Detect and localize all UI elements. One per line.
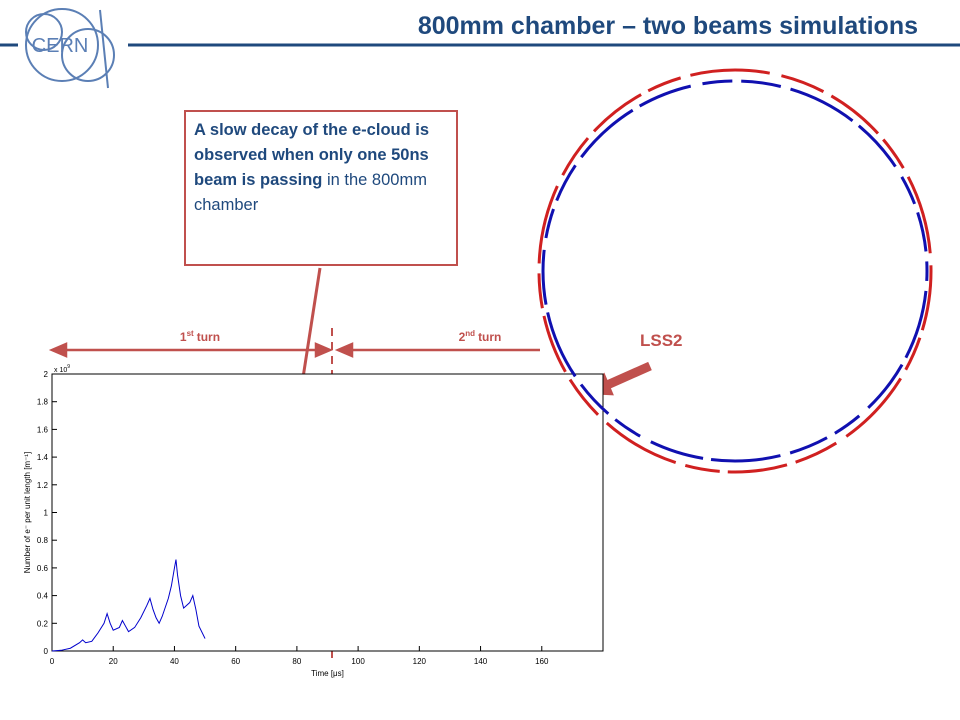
y-tick-label: 0 bbox=[44, 647, 49, 656]
data-line bbox=[51, 559, 206, 652]
turn-number: 1 bbox=[180, 330, 187, 344]
callout-bold: A slow decay of the e-cloud is observed … bbox=[194, 121, 430, 189]
callout-text: in the 800mm chamber bbox=[194, 171, 427, 214]
ring-red bbox=[537, 68, 933, 474]
y-tick-label: 1.8 bbox=[37, 398, 49, 407]
x-tick-label: 140 bbox=[474, 657, 488, 666]
x-tick-label: 20 bbox=[109, 657, 118, 666]
y-tick-label: 0.2 bbox=[37, 619, 49, 628]
y-tick-label: 0.8 bbox=[37, 536, 49, 545]
cern-logo bbox=[25, 8, 115, 89]
location-label: LSS2 bbox=[640, 331, 683, 350]
multiplier-base: x 10 bbox=[54, 367, 67, 374]
multiplier-exponent: 9 bbox=[67, 364, 70, 370]
y-tick-label: 1.6 bbox=[37, 425, 49, 434]
x-tick-label: 40 bbox=[170, 657, 179, 666]
y-tick-label: 2 bbox=[44, 370, 49, 379]
x-tick-label: 0 bbox=[50, 657, 55, 666]
logo-text: CERN bbox=[32, 35, 89, 57]
x-tick-label: 160 bbox=[535, 657, 549, 666]
x-axis-label: Time [μs] bbox=[311, 669, 344, 678]
x-tick-label: 80 bbox=[292, 657, 301, 666]
turn-number: 2 bbox=[459, 330, 466, 344]
callout: A slow decay of the e-cloud is observed … bbox=[184, 110, 458, 266]
y-tick-label: 1 bbox=[44, 509, 49, 518]
plot-area bbox=[51, 373, 604, 652]
x-tick-label: 120 bbox=[413, 657, 427, 666]
x-tick-label: 100 bbox=[351, 657, 365, 666]
turn-label: 1st turn bbox=[180, 329, 220, 344]
y-axis-label: Number of e⁻ per unit length [m⁻¹] bbox=[23, 452, 32, 573]
turn-suffix: nd bbox=[465, 329, 475, 338]
y-multiplier: x 109 bbox=[54, 364, 70, 374]
y-tick-label: 0.4 bbox=[37, 592, 49, 601]
y-tick-label: 1.4 bbox=[37, 453, 49, 462]
turn-suffix: st bbox=[187, 329, 194, 338]
ring-blue bbox=[541, 79, 929, 463]
x-tick-label: 60 bbox=[231, 657, 240, 666]
turn-word: turn bbox=[478, 330, 501, 344]
y-tick-label: 1.2 bbox=[37, 481, 49, 490]
y-tick-label: 0.6 bbox=[37, 564, 49, 573]
slide-title: 800mm chamber – two beams simulations bbox=[418, 12, 918, 40]
turn-label: 2nd turn bbox=[459, 329, 502, 344]
turn-word: turn bbox=[197, 330, 220, 344]
